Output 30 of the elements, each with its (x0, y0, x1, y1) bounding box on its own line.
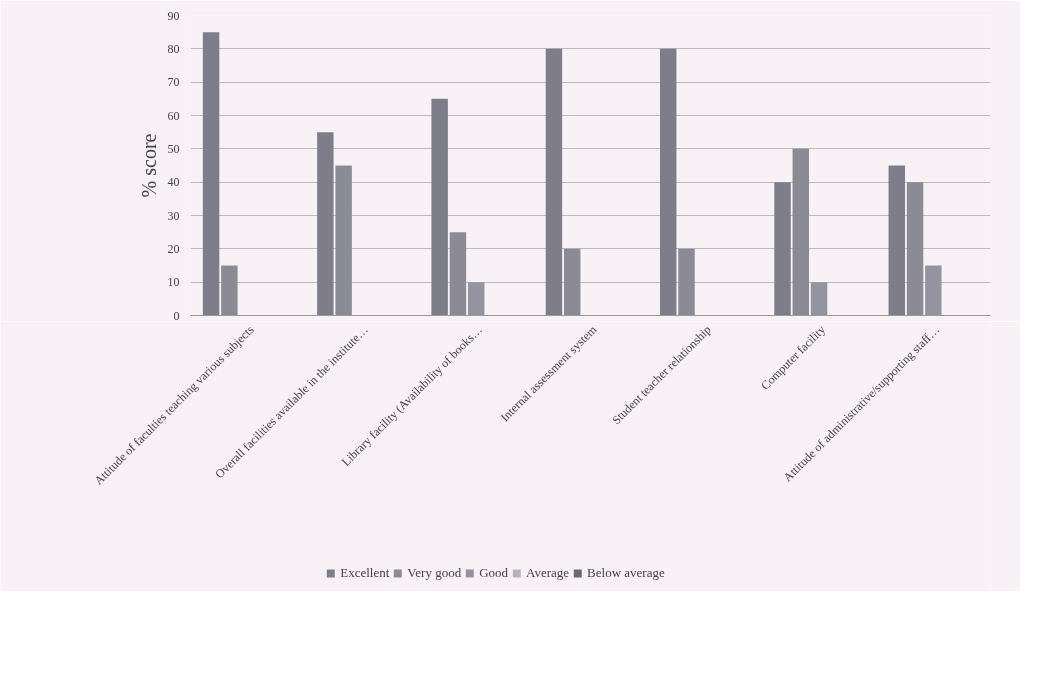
bar (678, 248, 695, 316)
bar (202, 32, 220, 316)
bar (431, 98, 448, 316)
bar (906, 182, 924, 316)
bar (792, 148, 810, 316)
legend-label: Average (526, 565, 570, 581)
y-axis-title: % score (137, 133, 160, 198)
bar (449, 232, 467, 316)
bar (545, 48, 563, 316)
legend-label: Very good (407, 565, 462, 581)
legend-label: Good (479, 565, 509, 581)
y-tick-label: 0 (173, 308, 180, 323)
bar (563, 248, 581, 316)
y-tick-label: 60 (167, 108, 180, 123)
bar (335, 165, 352, 316)
y-tick-label: 80 (167, 41, 180, 56)
y-tick-label: 20 (167, 241, 180, 256)
y-tick-label: 30 (167, 208, 180, 223)
bar (774, 182, 791, 316)
y-tick-label: 10 (167, 275, 180, 290)
y-tick-label: 40 (167, 175, 180, 190)
bar (221, 265, 238, 316)
y-tick-label: 90 (167, 8, 180, 23)
y-tick-label: 70 (167, 75, 180, 90)
legend-label: Excellent (340, 565, 390, 581)
legend-label: Below average (587, 565, 665, 581)
bar (317, 132, 334, 316)
y-tick-label: 50 (167, 141, 180, 156)
bar (888, 165, 906, 316)
bar (659, 48, 677, 316)
